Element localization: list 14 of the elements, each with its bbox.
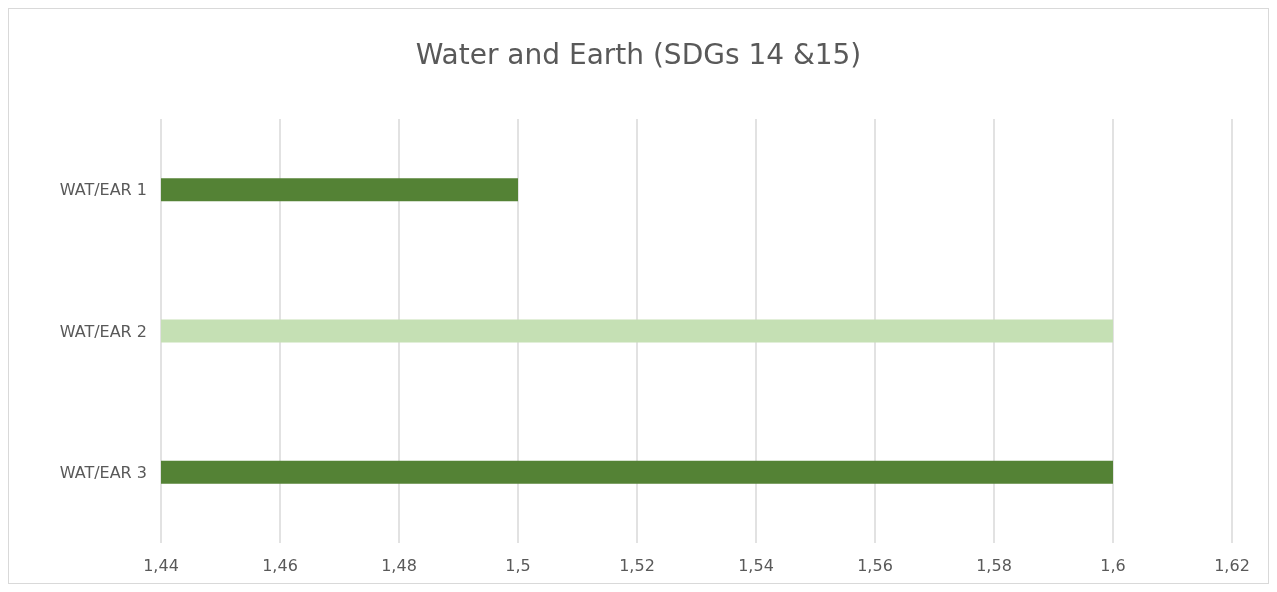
y-tick-label: WAT/EAR 1 [59,180,147,200]
x-tick-label: 1,54 [738,555,774,575]
x-tick-label: 1,6 [1100,555,1126,575]
x-tick-label: 1,62 [1214,555,1250,575]
x-tick-label: 1,58 [976,555,1012,575]
x-tick-label: 1,48 [381,555,417,575]
chart-title: Water and Earth (SDGs 14 &15) [415,37,862,71]
x-tick-label: 1,5 [505,555,531,575]
x-tick-label: 1,46 [262,555,298,575]
y-tick-label: WAT/EAR 3 [59,462,147,482]
x-tick-label: 1,44 [143,555,179,575]
y-tick-label: WAT/EAR 2 [59,321,147,341]
x-tick-label: 1,56 [857,555,893,575]
x-tick-label: 1,52 [619,555,655,575]
